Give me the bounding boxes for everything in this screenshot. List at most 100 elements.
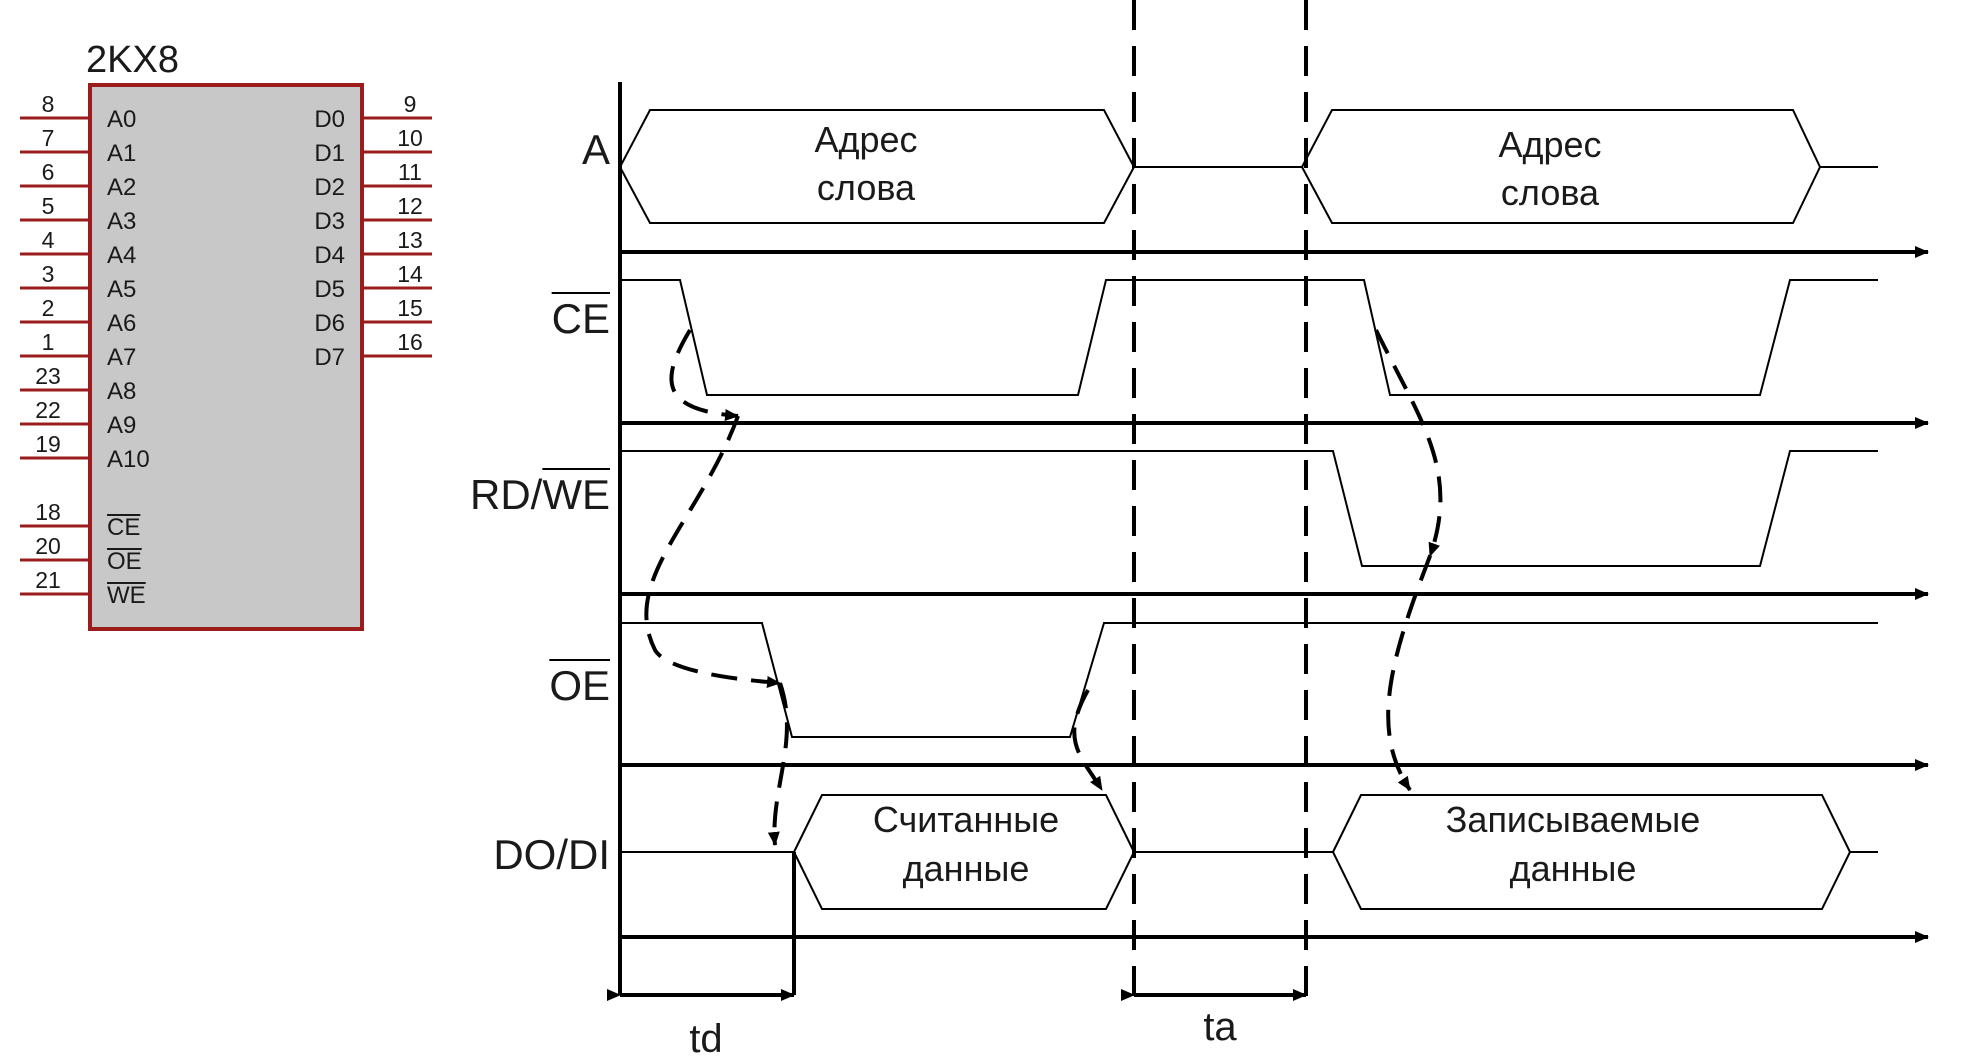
- chip-pin-left: 7 A1: [20, 125, 136, 167]
- pin-label: A6: [107, 310, 136, 337]
- pin-number: 14: [397, 261, 423, 287]
- pin-label: D5: [314, 276, 345, 303]
- rdwe-to-write-data-arrow: [1386, 555, 1432, 792]
- ta-label: ta: [1203, 1005, 1237, 1049]
- oe-rise-to-axis-arrow: [1072, 689, 1104, 792]
- td-label: td: [689, 1017, 722, 1058]
- pin-label: A3: [107, 208, 136, 235]
- pin-number: 11: [398, 159, 422, 185]
- chip-pin-left: 22 A9: [20, 397, 136, 439]
- ce-to-oe-arrow: [644, 415, 781, 689]
- pin-label: CE: [107, 514, 140, 541]
- chip-pin-left: 4 A4: [20, 227, 136, 269]
- pin-number: 4: [42, 227, 55, 253]
- pin-number: 19: [35, 431, 61, 457]
- pin-number: 12: [397, 193, 423, 219]
- rdwe-waveform: [620, 450, 1878, 567]
- pin-number: 9: [404, 91, 417, 117]
- chip-pin-left: 3 A5: [20, 261, 136, 303]
- pin-number: 6: [42, 159, 55, 185]
- chip-left-pins: 8 A0 7 A1 6 A2 5 A3 4 A4 3 A5 2 A6 1 A7 23 A8 22 A9 19 A10 18 C…: [20, 91, 150, 609]
- pin-label: A9: [107, 412, 136, 439]
- signal-labels: A CE RD/WE OE DO/DI: [470, 126, 610, 878]
- chip-pin-left: 21 WE: [20, 567, 146, 609]
- pin-label: WE: [107, 582, 146, 609]
- pin-label: A1: [107, 140, 136, 167]
- memory-chip-symbol: 2KX8 8 A0 7 A1 6 A2 5 A3 4 A4 3 A5 2 A6 1 A7 23 A8 22 A9 19 A…: [20, 39, 432, 631]
- addr1-line2: слова: [817, 167, 916, 208]
- chip-pin-right: 12 D3: [314, 193, 432, 235]
- pin-number: 20: [35, 533, 61, 559]
- chip-pin-left: 19 A10: [20, 431, 150, 473]
- pin-label: D6: [314, 310, 345, 337]
- chip-body: [88, 83, 364, 631]
- chip-pin-left: 6 A2: [20, 159, 136, 201]
- pin-label: A2: [107, 174, 136, 201]
- addr1-line1: Адрес: [814, 119, 917, 160]
- signal-label-rdwe-rd: RD/: [470, 471, 543, 518]
- chip-pin-left: 5 A3: [20, 193, 136, 235]
- chip-pin-left: 1 A7: [20, 329, 136, 371]
- read-data-line1: Считанные: [873, 799, 1059, 840]
- chip-pin-left: 2 A6: [20, 295, 136, 337]
- pin-number: 1: [42, 329, 55, 355]
- pin-number: 13: [397, 227, 423, 253]
- chip-pin-right: 14 D5: [314, 261, 432, 303]
- chip-title: 2KX8: [86, 39, 179, 81]
- signal-label-dodi: DO/DI: [493, 831, 610, 878]
- addr2-line2: слова: [1501, 172, 1600, 213]
- chip-pin-right: 9 D0: [314, 91, 432, 133]
- pin-label: A10: [107, 446, 150, 473]
- pin-label: OE: [107, 548, 142, 575]
- pin-number: 7: [42, 125, 55, 151]
- pin-label: A0: [107, 106, 136, 133]
- pin-number: 15: [397, 295, 423, 321]
- pin-number: 16: [397, 329, 423, 355]
- pin-label: D7: [314, 344, 345, 371]
- pin-number: 2: [42, 295, 55, 321]
- ce-to-axis-arrow: [669, 328, 739, 421]
- pin-number: 10: [397, 125, 423, 151]
- read-data-line2: данные: [903, 848, 1030, 889]
- bus-labels: Адрес слова Адрес слова Считанные данные…: [814, 119, 1700, 889]
- pin-label: D0: [314, 106, 345, 133]
- chip-pin-right: 10 D1: [314, 125, 432, 167]
- ce-to-rdwe-arrow: [1374, 329, 1443, 557]
- pin-label: D4: [314, 242, 345, 269]
- oe-waveform: [620, 622, 1878, 738]
- write-data-line1: Записываемые: [1446, 799, 1701, 840]
- write-data-line2: данные: [1510, 848, 1637, 889]
- pin-number: 8: [42, 91, 55, 117]
- pin-number: 5: [42, 193, 55, 219]
- pin-label: A5: [107, 276, 136, 303]
- signal-label-ce: CE: [552, 295, 610, 342]
- chip-pin-right: 15 D6: [314, 295, 432, 337]
- pin-label: D2: [314, 174, 345, 201]
- signal-label-rdwe: RD/WE: [470, 471, 610, 518]
- pin-number: 22: [35, 397, 61, 423]
- signal-label-oe: OE: [549, 662, 610, 709]
- oe-to-data-arrow: [767, 682, 789, 846]
- pin-label: A8: [107, 378, 136, 405]
- pin-number: 3: [42, 261, 55, 287]
- chip-pin-right: 13 D4: [314, 227, 432, 269]
- chip-pin-left: 23 A8: [20, 363, 136, 405]
- pin-label: D1: [314, 140, 345, 167]
- chip-pin-left: 8 A0: [20, 91, 136, 133]
- pin-number: 21: [35, 567, 61, 593]
- ce-waveform: [620, 279, 1878, 396]
- pin-label: D3: [314, 208, 345, 235]
- chip-pin-left: 18 CE: [20, 499, 141, 541]
- signal-label-rdwe-we: WE: [542, 471, 610, 518]
- pin-label: A4: [107, 242, 136, 269]
- chip-pin-right: 11 D2: [314, 159, 432, 201]
- chip-pin-left: 20 OE: [20, 533, 142, 575]
- pin-number: 18: [35, 499, 61, 525]
- chip-right-pins: 9 D0 10 D1 11 D2 12 D3 13 D4 14 D5 15 D6 16 D7: [314, 91, 432, 371]
- pin-label: A7: [107, 344, 136, 371]
- signal-label-a: A: [582, 126, 610, 173]
- addr2-line1: Адрес: [1498, 124, 1601, 165]
- pin-number: 23: [35, 363, 61, 389]
